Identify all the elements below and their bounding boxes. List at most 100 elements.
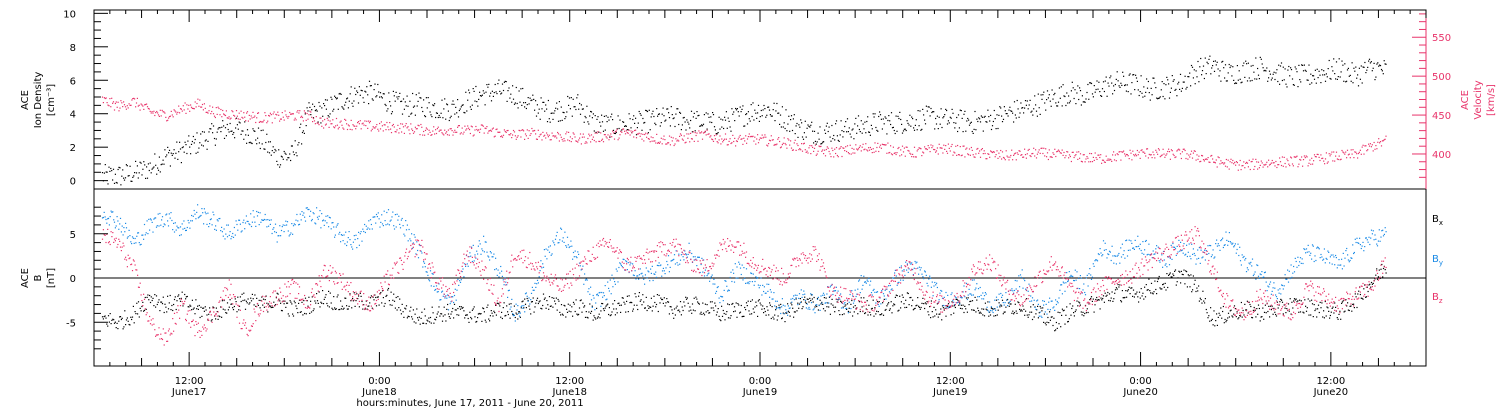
density-point xyxy=(566,111,568,113)
bx-point xyxy=(284,300,286,302)
bx-point xyxy=(1218,312,1220,314)
velocity-point xyxy=(566,131,568,133)
bx-point xyxy=(770,317,772,320)
density-point xyxy=(1268,70,1271,72)
bx-point xyxy=(727,317,730,319)
bx-point xyxy=(1043,321,1045,323)
density-point xyxy=(1127,91,1129,93)
velocity-point xyxy=(1104,161,1106,163)
velocity-point xyxy=(532,130,534,132)
velocity-point xyxy=(1077,158,1079,160)
by-point xyxy=(301,211,303,213)
bx-point xyxy=(1128,286,1130,288)
bx-point xyxy=(1224,318,1226,321)
bx-point xyxy=(255,305,257,307)
density-point xyxy=(678,123,680,126)
velocity-point xyxy=(1144,152,1146,154)
bx-point xyxy=(443,306,445,308)
velocity-point xyxy=(125,108,127,110)
by-point xyxy=(542,266,545,268)
velocity-point xyxy=(1042,152,1044,155)
bx-point xyxy=(394,307,396,309)
bx-point xyxy=(490,310,492,312)
bx-point xyxy=(492,315,494,317)
velocity-point xyxy=(918,147,920,149)
by-point xyxy=(155,217,157,219)
density-point xyxy=(528,103,530,105)
bx-point xyxy=(720,320,722,322)
density-point xyxy=(380,96,382,98)
velocity-point xyxy=(274,117,276,119)
density-point xyxy=(1312,75,1314,77)
density-point xyxy=(120,184,122,186)
bx-point xyxy=(325,294,327,296)
bx-point xyxy=(839,314,841,316)
bx-point xyxy=(804,301,807,303)
bx-point xyxy=(536,297,539,299)
bx-point xyxy=(212,306,214,308)
density-point xyxy=(346,97,349,99)
density-point xyxy=(227,128,229,131)
bx-point xyxy=(596,307,598,309)
by-point xyxy=(278,235,280,237)
bx-point xyxy=(761,308,763,310)
by-point xyxy=(126,237,128,239)
bx-point xyxy=(1177,277,1179,279)
by-point xyxy=(447,309,450,311)
density-point xyxy=(598,131,600,133)
velocity-point xyxy=(363,124,365,126)
bx-point xyxy=(963,311,965,314)
bx-point xyxy=(902,296,904,298)
bx-point xyxy=(494,312,496,314)
velocity-point xyxy=(909,152,911,154)
bx-point xyxy=(1096,296,1098,299)
velocity-point xyxy=(190,106,193,108)
velocity-point xyxy=(120,100,122,102)
bx-point xyxy=(1242,309,1244,312)
velocity-point xyxy=(477,130,479,132)
velocity-point xyxy=(305,119,307,121)
by-point xyxy=(577,251,579,253)
bx-point xyxy=(537,302,539,305)
velocity-point xyxy=(1063,151,1065,154)
density-point xyxy=(1172,80,1174,82)
bx-point xyxy=(696,298,698,300)
density-point xyxy=(273,151,275,154)
bx-point xyxy=(1307,298,1309,300)
density-point xyxy=(1057,105,1059,107)
by-point xyxy=(493,253,495,255)
density-point xyxy=(940,108,942,110)
density-point xyxy=(1201,74,1203,76)
by-point xyxy=(510,306,512,308)
bx-point xyxy=(616,312,618,314)
bx-point xyxy=(822,303,824,305)
density-point xyxy=(796,122,798,125)
bx-point xyxy=(137,313,139,315)
density-point xyxy=(1115,78,1117,80)
by-point xyxy=(614,283,616,285)
density-point xyxy=(491,90,493,92)
bx-point xyxy=(1036,309,1038,311)
by-point xyxy=(655,276,658,278)
bx-point xyxy=(552,306,554,308)
density-point xyxy=(738,115,740,117)
by-point xyxy=(663,270,665,272)
bx-point xyxy=(970,300,972,302)
velocity-point xyxy=(624,133,627,135)
velocity-point xyxy=(926,148,928,151)
bx-point xyxy=(310,300,312,302)
density-point xyxy=(1207,63,1209,65)
density-point xyxy=(1381,70,1383,72)
density-point xyxy=(667,108,669,110)
by-point xyxy=(495,257,497,259)
density-point xyxy=(1236,65,1238,67)
by-point xyxy=(451,296,453,298)
bx-point xyxy=(1137,296,1139,298)
by-point xyxy=(135,242,137,244)
density-point xyxy=(118,166,120,168)
bx-point xyxy=(1045,324,1047,326)
density-point xyxy=(1023,112,1025,114)
by-point xyxy=(644,274,646,276)
bx-point xyxy=(793,311,795,313)
by-point xyxy=(676,262,678,264)
